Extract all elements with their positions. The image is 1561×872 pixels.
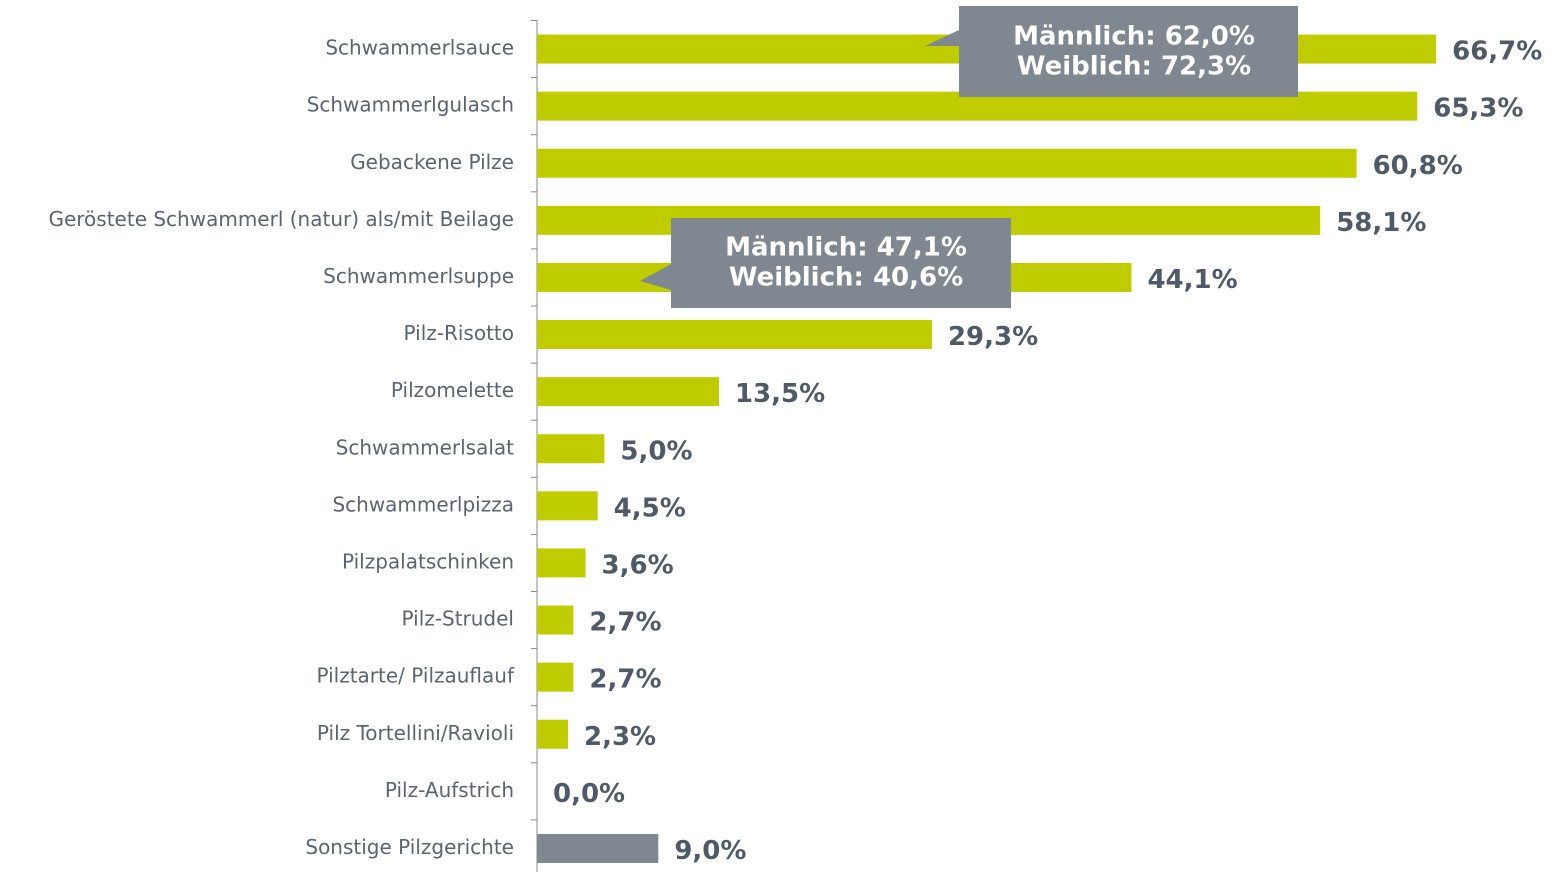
- bar: [537, 605, 574, 635]
- value-label: 66,7%: [1452, 37, 1542, 67]
- value-label: 58,1%: [1336, 208, 1426, 238]
- bar: [537, 662, 574, 692]
- value-label: 65,3%: [1433, 94, 1523, 124]
- value-label: 60,8%: [1373, 151, 1463, 181]
- category-label: Schwammerlpizza: [332, 492, 514, 516]
- callout-text: Männlich: 62,0%: [1013, 22, 1255, 52]
- callout: Männlich: 47,1% Weiblich: 40,6%: [640, 218, 1011, 308]
- callout-text: Weiblich: 40,6%: [729, 263, 963, 293]
- category-label: Schwammerlsalat: [336, 435, 515, 459]
- value-label: 13,5%: [735, 379, 825, 409]
- category-label: Schwammerlsauce: [325, 36, 514, 60]
- category-label: Pilz-Strudel: [402, 607, 514, 631]
- bar: [537, 719, 569, 749]
- category-label: Schwammerlgulasch: [307, 93, 514, 117]
- category-label: Pilz-Risotto: [404, 321, 514, 345]
- callout: Männlich: 62,0% Weiblich: 72,3%: [925, 6, 1298, 97]
- bar: [537, 548, 586, 578]
- value-label: 44,1%: [1147, 265, 1237, 295]
- callout-text: Männlich: 47,1%: [725, 233, 967, 263]
- bar: [537, 491, 598, 521]
- value-label: 4,5%: [614, 493, 686, 523]
- category-label: Gebackene Pilze: [350, 150, 514, 174]
- bar: [537, 833, 659, 863]
- value-label: 2,3%: [584, 722, 656, 752]
- category-label: Sonstige Pilzgerichte: [305, 835, 514, 859]
- value-label: 29,3%: [948, 322, 1038, 352]
- bar: [537, 434, 605, 464]
- category-label: Schwammerlsuppe: [323, 264, 514, 288]
- value-label: 9,0%: [674, 836, 746, 866]
- value-label: 0,0%: [553, 779, 625, 809]
- category-label: Pilzomelette: [391, 378, 514, 402]
- callout-box: [925, 6, 1298, 97]
- category-label: Pilz-Aufstrich: [385, 778, 514, 802]
- value-label: 3,6%: [602, 550, 674, 580]
- bar: [537, 148, 1357, 178]
- bar: [537, 377, 719, 407]
- category-label: Pilzpalatschinken: [342, 549, 514, 573]
- category-label: Pilztarte/ Pilzauflauf: [316, 664, 514, 688]
- callout-box: [640, 218, 1011, 308]
- callout-text: Weiblich: 72,3%: [1017, 52, 1251, 82]
- category-label: Geröstete Schwammerl (natur) als/mit Bei…: [48, 207, 514, 231]
- value-label: 5,0%: [620, 436, 692, 466]
- value-label: 2,7%: [589, 608, 661, 638]
- bar: [537, 320, 932, 350]
- category-label: Pilz Tortellini/Ravioli: [317, 721, 514, 745]
- value-label: 2,7%: [589, 665, 661, 695]
